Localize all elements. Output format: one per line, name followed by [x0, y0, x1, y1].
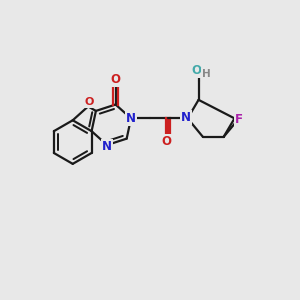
Text: O: O	[161, 135, 171, 148]
Text: O: O	[192, 64, 202, 77]
Text: O: O	[84, 98, 94, 107]
Text: N: N	[126, 112, 136, 125]
Text: N: N	[102, 140, 112, 152]
Text: F: F	[235, 113, 242, 126]
Text: N: N	[181, 111, 191, 124]
Text: H: H	[202, 69, 211, 79]
Text: O: O	[111, 74, 121, 86]
